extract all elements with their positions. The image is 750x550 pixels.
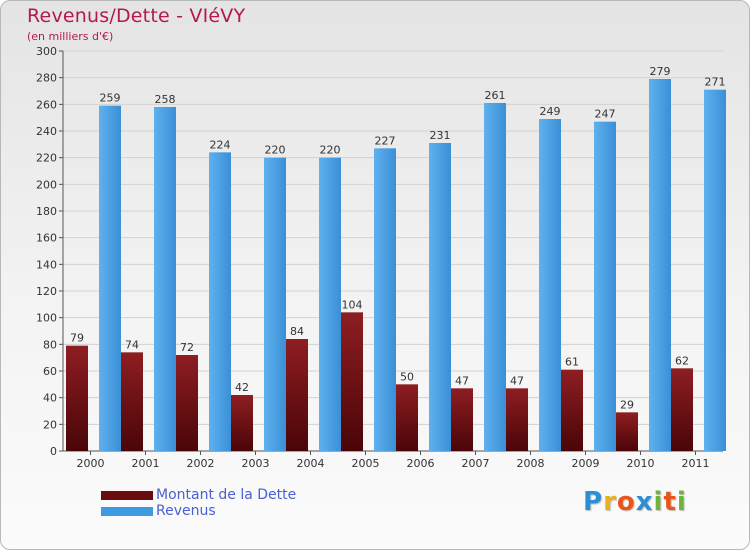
bar-dette — [286, 339, 308, 451]
y-tick-label: 40 — [43, 392, 57, 405]
value-label-revenus: 279 — [650, 65, 671, 78]
bar-revenus — [484, 103, 506, 451]
y-tick-label: 200 — [36, 178, 57, 191]
y-tick-label: 20 — [43, 418, 57, 431]
logo-letter: P — [583, 487, 604, 517]
value-label-dette: 74 — [125, 338, 139, 351]
chart-title: Revenus/Dette - VIéVY — [27, 5, 246, 27]
value-label-dette: 29 — [620, 398, 634, 411]
value-label-revenus: 227 — [375, 134, 396, 147]
value-labels: 79 259 74 258 72 224 42 220 84 220 104 227 50 231 47 26… — [70, 65, 726, 411]
logo-letter: r — [603, 487, 617, 517]
bar-dette — [121, 352, 143, 451]
bar-dette — [561, 369, 583, 451]
value-label-revenus: 220 — [265, 144, 286, 157]
value-label-dette: 61 — [565, 356, 579, 369]
bar-dette — [451, 388, 473, 451]
bar-revenus — [209, 152, 231, 452]
value-label-dette: 47 — [510, 374, 524, 387]
y-tick-label: 100 — [36, 312, 57, 325]
bar-revenus — [264, 157, 286, 451]
value-label-revenus: 224 — [210, 138, 231, 151]
bar-revenus — [594, 121, 616, 452]
value-label-revenus: 271 — [705, 76, 726, 89]
x-tick-label: 2005 — [352, 457, 380, 470]
bar-dette — [671, 368, 693, 451]
x-tick-label: 2001 — [132, 457, 160, 470]
bar-dette — [231, 395, 253, 451]
legend-swatch-dette — [101, 491, 153, 500]
bar-revenus — [99, 105, 121, 452]
x-tick-label: 2009 — [572, 457, 600, 470]
value-label-revenus: 220 — [320, 144, 341, 157]
value-label-dette: 79 — [70, 332, 84, 345]
bar-revenus — [374, 148, 396, 452]
bar-dette — [341, 312, 363, 451]
legend-swatch-revenus — [101, 507, 153, 516]
y-tick-label: 140 — [36, 258, 57, 271]
y-tick-label: 260 — [36, 98, 57, 111]
proxiti-logo: Proxiti — [583, 487, 687, 517]
logo-letter: i — [676, 487, 687, 517]
x-tick-label: 2004 — [297, 457, 325, 470]
logo-letter: o — [616, 487, 636, 517]
bar-dette — [506, 388, 528, 451]
value-label-revenus: 231 — [430, 129, 451, 142]
bar-revenus — [649, 79, 671, 451]
y-tick-label: 120 — [36, 285, 57, 298]
y-tick-label: 160 — [36, 232, 57, 245]
y-tick-label: 60 — [43, 365, 57, 378]
x-tick-label: 2006 — [407, 457, 435, 470]
y-tick-label: 300 — [36, 45, 57, 58]
legend: Montant de la Dette Revenus — [101, 487, 361, 519]
logo-letter: t — [663, 487, 677, 517]
bar-revenus — [319, 157, 341, 451]
value-label-revenus: 259 — [100, 92, 121, 105]
x-tick-label: 2008 — [517, 457, 545, 470]
bar-dette — [176, 355, 198, 451]
y-tick-label: 220 — [36, 152, 57, 165]
legend-item-dette: Montant de la Dette — [101, 487, 361, 503]
value-label-dette: 50 — [400, 370, 414, 383]
bar-revenus — [154, 107, 176, 451]
bars — [66, 79, 726, 452]
x-tick-label: 2003 — [242, 457, 270, 470]
value-label-revenus: 249 — [540, 105, 561, 118]
bar-dette — [66, 345, 88, 451]
value-label-dette: 62 — [675, 354, 689, 367]
logo-letter: x — [635, 487, 654, 517]
bar-dette — [396, 384, 418, 451]
y-tick-label: 0 — [50, 445, 57, 458]
legend-label-dette: Montant de la Dette — [156, 487, 297, 503]
y-tick-label: 80 — [43, 338, 57, 351]
y-tick-label: 180 — [36, 205, 57, 218]
bar-revenus — [539, 119, 561, 451]
value-label-dette: 42 — [235, 381, 249, 394]
x-tick-label: 2002 — [187, 457, 215, 470]
value-label-revenus: 258 — [155, 93, 176, 106]
legend-label-revenus: Revenus — [156, 503, 216, 519]
value-label-dette: 47 — [455, 374, 469, 387]
value-label-dette: 104 — [342, 298, 363, 311]
value-label-dette: 72 — [180, 341, 194, 354]
bar-revenus — [429, 143, 451, 451]
x-tick-label: 2000 — [77, 457, 105, 470]
x-tick-label: 2010 — [627, 457, 655, 470]
x-tick-label: 2011 — [682, 457, 710, 470]
value-label-revenus: 247 — [595, 108, 616, 121]
logo-letter: i — [653, 487, 664, 517]
bar-dette — [616, 412, 638, 451]
y-tick-label: 240 — [36, 125, 57, 138]
bar-revenus — [704, 89, 726, 452]
chart-subtitle: (en milliers d'€) — [27, 30, 114, 43]
value-label-revenus: 261 — [485, 89, 506, 102]
y-tick-label: 280 — [36, 72, 57, 85]
legend-item-revenus: Revenus — [101, 503, 361, 519]
x-tick-label: 2007 — [462, 457, 490, 470]
value-label-dette: 84 — [290, 325, 304, 338]
